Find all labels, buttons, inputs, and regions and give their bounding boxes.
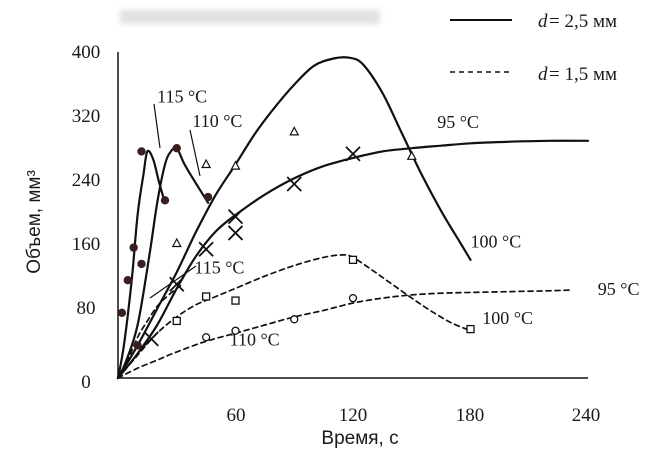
series-line-100-solid-2 — [116, 56, 472, 380]
leader-115-dashed — [149, 265, 197, 299]
data-point-95-solid-3-0 — [143, 331, 159, 347]
series-line-115-solid-0 — [116, 149, 167, 380]
data-point-110-dashed-6-0 — [201, 333, 211, 342]
legend-solid-value: = 2,5 мм — [549, 11, 617, 32]
data-point-100-dashed-5-0 — [172, 316, 181, 326]
data-point-95-solid-3-3 — [227, 225, 244, 241]
data-point-115-solid-0-3 — [137, 147, 146, 156]
data-point-110-dashed-6-3 — [348, 293, 358, 303]
data-point-95-solid-3-5 — [286, 176, 302, 192]
data-point-100-dashed-5-4 — [466, 324, 475, 334]
data-point-110-solid-1-3 — [203, 192, 213, 202]
annotation-1: 110 °C — [192, 111, 242, 131]
annotation-6: 100 °C — [482, 308, 533, 328]
y-axis-label: Объем, мм³ — [24, 170, 45, 274]
annotation-5: 95 °C — [598, 279, 640, 299]
y-tick-80: 80 — [77, 298, 96, 319]
y-tick-240: 240 — [72, 170, 101, 191]
data-point-100-solid-2-3 — [289, 126, 300, 136]
legend-solid-var: d — [538, 11, 548, 32]
data-point-100-solid-2-0 — [171, 237, 182, 248]
data-point-100-dashed-5-1 — [201, 292, 211, 301]
legend-dashed-var: d — [538, 64, 548, 85]
annotation-7: 110 °C — [230, 329, 280, 349]
x-tick-120: 120 — [339, 405, 368, 426]
y-tick-160: 160 — [72, 234, 101, 255]
x-axis-label: Время, с — [321, 428, 398, 449]
data-point-110-solid-1-2 — [172, 143, 181, 153]
data-point-115-solid-0-0 — [117, 308, 127, 317]
data-point-95-solid-3-6 — [345, 146, 361, 162]
data-point-115-solid-0-4 — [160, 196, 170, 205]
data-point-100-solid-2-4 — [406, 150, 417, 160]
y-tick-320: 320 — [72, 106, 101, 127]
x-tick-60: 60 — [227, 405, 246, 426]
leader-lines — [149, 103, 201, 299]
data-point-110-dashed-6-2 — [290, 315, 299, 324]
curve-annotations: 115 °C 110 °C 95 °C 100 °C 115 °C 95 °C 100 °C… — [157, 87, 639, 350]
series-markers — [117, 126, 475, 350]
data-point-110-solid-1-0 — [133, 341, 142, 350]
annotation-3: 100 °C — [471, 232, 522, 252]
data-point-115-solid-0-2 — [129, 243, 138, 252]
legend: d = 2,5 мм d = 1,5 мм — [450, 11, 617, 85]
series-line-110-dashed-6 — [117, 289, 574, 379]
data-point-100-dashed-5-2 — [231, 296, 240, 305]
leader-110-solid — [189, 129, 201, 177]
data-point-100-solid-2-2 — [230, 160, 241, 170]
series-line-110-solid-1 — [116, 146, 210, 380]
data-point-95-solid-3-4 — [227, 208, 244, 225]
annotation-0: 115 °C — [157, 87, 207, 107]
y-tick-400: 400 — [72, 42, 101, 63]
data-point-95-solid-3-2 — [198, 241, 214, 257]
x-tick-180: 180 — [456, 405, 485, 426]
scan-artifact — [120, 10, 380, 24]
data-point-100-solid-2-1 — [201, 158, 212, 169]
leader-115-solid — [153, 103, 161, 149]
data-point-115-solid-0-1 — [123, 276, 132, 285]
annotation-2: 95 °C — [437, 112, 479, 132]
x-tick-240: 240 — [572, 405, 601, 426]
series-line-95-solid-3 — [116, 139, 590, 380]
y-tick-0: 0 — [81, 372, 91, 393]
legend-dashed-value: = 1,5 мм — [549, 64, 617, 85]
data-point-110-solid-1-1 — [137, 259, 146, 269]
annotation-4: 115 °C — [194, 258, 244, 278]
data-point-95-solid-3-1 — [169, 276, 185, 292]
data-point-100-dashed-5-3 — [348, 255, 358, 264]
series-line-115-dashed-4 — [117, 283, 184, 379]
data-point-110-dashed-6-1 — [231, 326, 240, 335]
